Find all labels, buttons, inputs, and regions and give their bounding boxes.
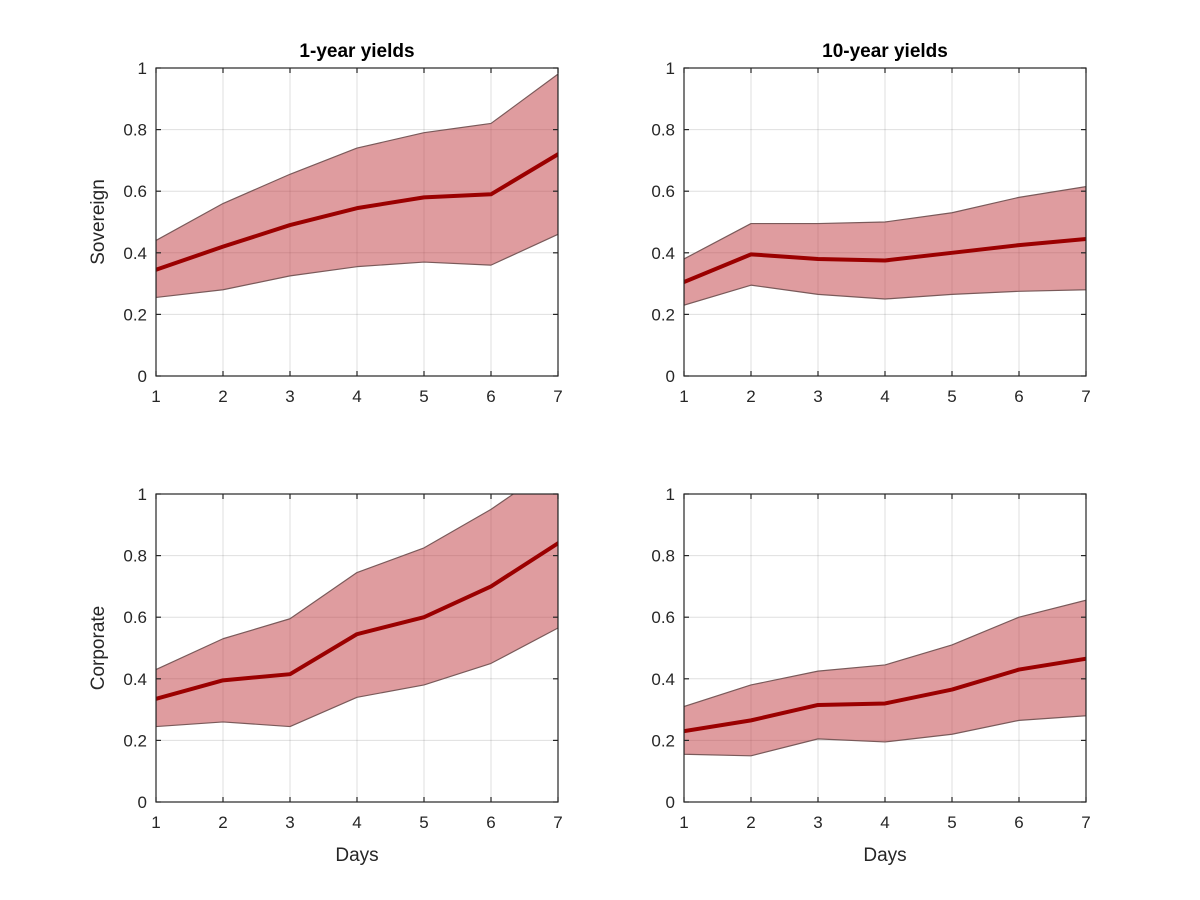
y-tick-label: 0.8 bbox=[651, 547, 675, 566]
panel-sovereign-1-year: 1-year yields Sovereign 1 2 3 4 5 6 7 0 0.2 0.4 0.… bbox=[88, 41, 563, 406]
x-axis-label: Days bbox=[863, 845, 906, 866]
y-tick-label: 0.2 bbox=[651, 731, 675, 750]
y-tick-label: 0.2 bbox=[123, 731, 147, 750]
x-tick-label: 6 bbox=[486, 813, 495, 832]
plot-area bbox=[156, 494, 558, 728]
y-tick-label: 0.8 bbox=[123, 121, 147, 140]
x-tick-label: 6 bbox=[1014, 813, 1023, 832]
x-tick-label: 6 bbox=[1014, 387, 1023, 406]
x-tick-label: 2 bbox=[746, 387, 755, 406]
y-axis-label: Corporate bbox=[88, 606, 109, 691]
y-tick-label: 0 bbox=[138, 367, 147, 386]
confidence-band bbox=[684, 599, 1086, 757]
y-tick-label: 0.8 bbox=[123, 547, 147, 566]
y-tick-label: 0 bbox=[666, 367, 675, 386]
y-tick-label: 0.4 bbox=[123, 244, 147, 263]
x-tick-label: 2 bbox=[218, 813, 227, 832]
series-line bbox=[684, 656, 1086, 734]
panel-corporate-1-year: Corporate Days 1 2 3 4 5 6 7 0 0.2 0.4 0.6 0.8 1 bbox=[88, 485, 563, 866]
y-tick-label: 0 bbox=[666, 793, 675, 812]
y-tick-label: 0.2 bbox=[651, 305, 675, 324]
y-tick-label: 1 bbox=[666, 485, 675, 504]
y-tick-label: 0.6 bbox=[123, 182, 147, 201]
y-tick-label: 1 bbox=[138, 485, 147, 504]
y-tick-label: 0.4 bbox=[651, 670, 675, 689]
panel-corporate-10-year: Days 1 2 3 4 5 6 7 0 0.2 0.4 0.6 0.8 1 bbox=[651, 485, 1090, 866]
x-tick-label: 1 bbox=[151, 387, 160, 406]
panel-title: 1-year yields bbox=[299, 41, 414, 62]
y-tick-label: 0.6 bbox=[123, 608, 147, 627]
x-tick-label: 7 bbox=[553, 387, 562, 406]
y-tick-label: 1 bbox=[138, 59, 147, 78]
x-tick-label: 4 bbox=[880, 813, 889, 832]
confidence-band bbox=[156, 494, 558, 728]
y-tick-label: 0.8 bbox=[651, 121, 675, 140]
x-tick-label: 1 bbox=[679, 813, 688, 832]
x-tick-label: 5 bbox=[947, 813, 956, 832]
confidence-band bbox=[156, 73, 558, 299]
y-tick-label: 0.4 bbox=[123, 670, 147, 689]
y-tick-label: 0.6 bbox=[651, 608, 675, 627]
plot-area bbox=[156, 73, 558, 299]
y-tick-label: 0.6 bbox=[651, 182, 675, 201]
x-tick-label: 5 bbox=[419, 387, 428, 406]
x-tick-label: 5 bbox=[947, 387, 956, 406]
x-axis-label: Days bbox=[335, 845, 378, 866]
x-tick-label: 4 bbox=[352, 813, 361, 832]
y-axis-label: Sovereign bbox=[88, 179, 109, 265]
x-tick-label: 4 bbox=[880, 387, 889, 406]
x-tick-label: 6 bbox=[486, 387, 495, 406]
y-tick-label: 0.2 bbox=[123, 305, 147, 324]
plot-area bbox=[684, 185, 1086, 306]
x-tick-label: 4 bbox=[352, 387, 361, 406]
x-tick-label: 3 bbox=[813, 813, 822, 832]
x-tick-label: 7 bbox=[553, 813, 562, 832]
x-tick-label: 3 bbox=[813, 387, 822, 406]
series-line bbox=[684, 236, 1086, 285]
x-tick-label: 1 bbox=[679, 387, 688, 406]
x-tick-label: 7 bbox=[1081, 387, 1090, 406]
y-tick-label: 0 bbox=[138, 793, 147, 812]
x-tick-label: 2 bbox=[218, 387, 227, 406]
confidence-band bbox=[684, 185, 1086, 306]
x-tick-label: 1 bbox=[151, 813, 160, 832]
panel-sovereign-10-year: 10-year yields 1 2 3 4 5 6 7 0 0.2 0.4 0.6 0.8 1 bbox=[651, 41, 1090, 406]
series-line bbox=[156, 541, 558, 701]
y-tick-label: 0.4 bbox=[651, 244, 675, 263]
panel-title: 10-year yields bbox=[822, 41, 948, 62]
x-tick-label: 7 bbox=[1081, 813, 1090, 832]
x-tick-label: 5 bbox=[419, 813, 428, 832]
x-tick-label: 3 bbox=[285, 387, 294, 406]
y-tick-label: 1 bbox=[666, 59, 675, 78]
series-line bbox=[156, 152, 558, 272]
x-tick-label: 2 bbox=[746, 813, 755, 832]
plot-area bbox=[684, 599, 1086, 757]
x-tick-label: 3 bbox=[285, 813, 294, 832]
